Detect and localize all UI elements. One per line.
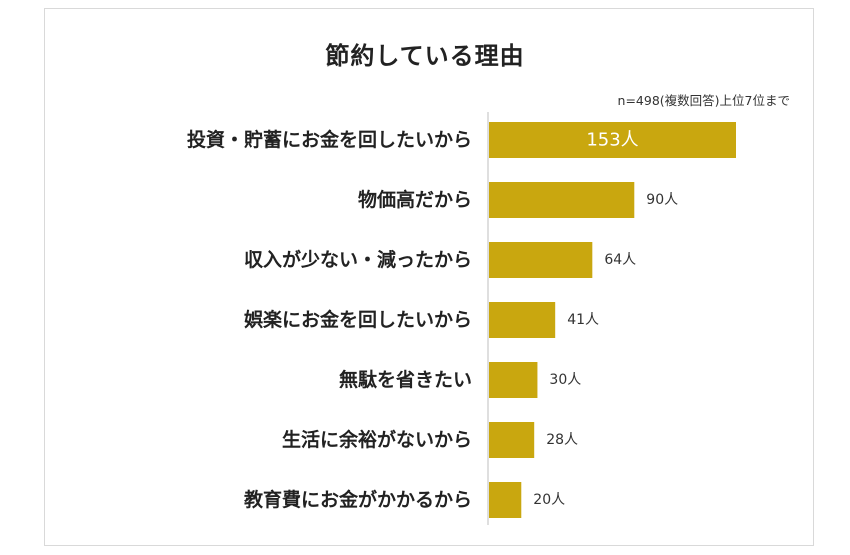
bar — [489, 362, 538, 398]
bar — [489, 302, 556, 338]
data-label: 90人 — [646, 192, 678, 208]
chart-title: 節約している理由 — [325, 42, 525, 70]
category-label: 収入が少ない・減ったから — [244, 248, 472, 271]
data-label: 41人 — [567, 312, 599, 328]
sample-note: n=498(複数回答)上位7位まで — [617, 93, 790, 108]
chart-frame — [44, 8, 814, 546]
bar — [489, 422, 535, 458]
data-label: 28人 — [546, 432, 578, 448]
category-label: 生活に余裕がないから — [282, 428, 472, 451]
data-label: 20人 — [533, 492, 565, 508]
category-label: 娯楽にお金を回したいから — [244, 308, 472, 331]
data-label: 153人 — [586, 130, 638, 151]
bar — [489, 242, 593, 278]
category-label: 教育費にお金がかかるから — [244, 488, 472, 511]
data-label: 64人 — [604, 252, 636, 268]
bar — [489, 482, 522, 518]
category-label: 無駄を省きたい — [339, 368, 472, 391]
category-label: 投資・貯蓄にお金を回したいから — [187, 128, 472, 151]
data-label: 30人 — [549, 372, 581, 388]
bar — [489, 122, 736, 158]
bar — [489, 182, 635, 218]
category-label: 物価高だから — [358, 188, 472, 211]
